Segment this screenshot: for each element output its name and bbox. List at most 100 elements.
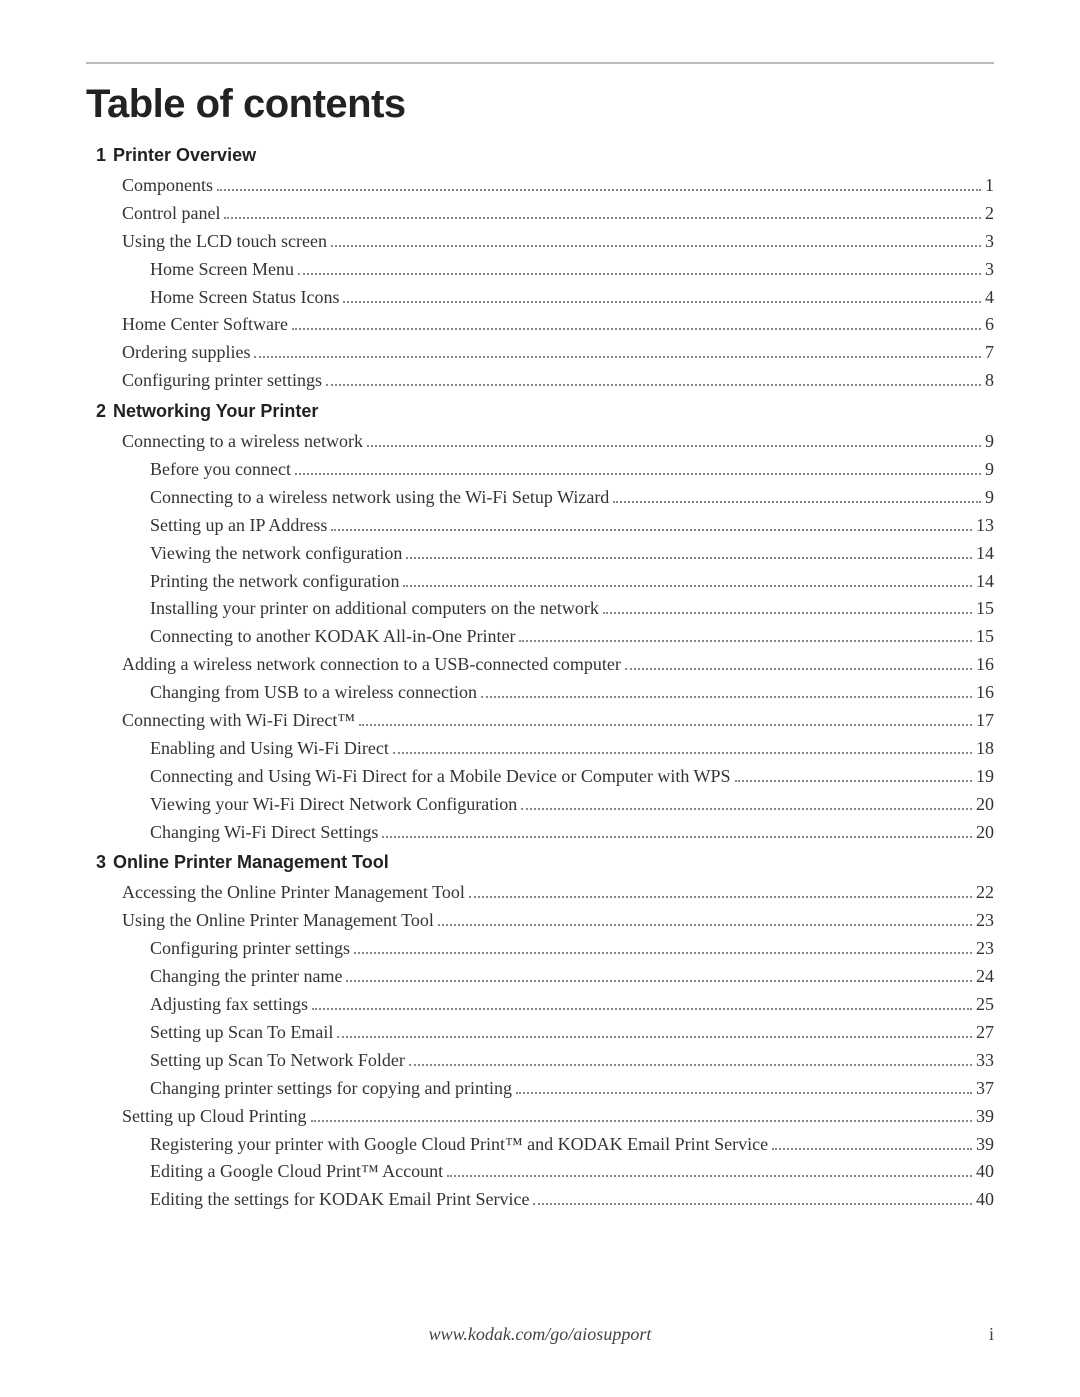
toc-entry-label: Components [122, 172, 213, 200]
toc-entry-page: 23 [976, 935, 994, 963]
toc-entry-page: 23 [976, 907, 994, 935]
toc-entry-label: Changing from USB to a wireless connecti… [150, 679, 477, 707]
toc-dot-leader [438, 910, 972, 926]
toc-entry[interactable]: Using the LCD touch screen3 [86, 228, 994, 256]
toc-entry-label: Connecting to a wireless network [122, 428, 363, 456]
toc-entry-page: 9 [985, 484, 994, 512]
toc-entry-page: 18 [976, 735, 994, 763]
toc-dot-leader [326, 370, 981, 386]
toc-entry[interactable]: Ordering supplies 7 [86, 339, 994, 367]
toc-entry[interactable]: Control panel 2 [86, 200, 994, 228]
toc-dot-leader [735, 766, 972, 782]
toc-dot-leader [521, 794, 972, 810]
toc-entry[interactable]: Connecting and Using Wi-Fi Direct for a … [86, 763, 994, 791]
toc-entry-page: 14 [976, 568, 994, 596]
section-number: 1 [86, 145, 106, 166]
toc-entry[interactable]: Editing a Google Cloud Print™ Account40 [86, 1158, 994, 1186]
toc-entry[interactable]: Setting up Scan To Email27 [86, 1019, 994, 1047]
toc-entry[interactable]: Setting up Cloud Printing39 [86, 1103, 994, 1131]
toc-entry-page: 27 [976, 1019, 994, 1047]
toc-entry-page: 40 [976, 1186, 994, 1214]
toc-dot-leader [393, 738, 972, 754]
toc-entry-page: 39 [976, 1103, 994, 1131]
toc-dot-leader [469, 882, 972, 898]
toc-entry-label: Accessing the Online Printer Management … [122, 879, 465, 907]
toc-entry[interactable]: Connecting with Wi-Fi Direct™17 [86, 707, 994, 735]
toc-entry[interactable]: Installing your printer on additional co… [86, 595, 994, 623]
toc-dot-leader [603, 598, 972, 614]
toc-entry[interactable]: Home Screen Menu3 [86, 256, 994, 284]
toc-entry-label: Changing the printer name [150, 963, 342, 991]
toc-dot-leader [406, 543, 972, 559]
toc-entry-label: Adding a wireless network connection to … [122, 651, 621, 679]
toc-entry-page: 24 [976, 963, 994, 991]
toc-entry-label: Enabling and Using Wi-Fi Direct [150, 735, 389, 763]
toc-dot-leader [403, 570, 972, 586]
toc-entry[interactable]: Connecting to a wireless network using t… [86, 484, 994, 512]
toc-dot-leader [354, 938, 972, 954]
toc-dot-leader [298, 258, 981, 274]
toc-entry[interactable]: Changing Wi-Fi Direct Settings20 [86, 819, 994, 847]
toc-dot-leader [625, 654, 972, 670]
toc-entry-page: 9 [985, 428, 994, 456]
toc-dot-leader [447, 1161, 972, 1177]
toc-entry-page: 13 [976, 512, 994, 540]
toc-entry-page: 19 [976, 763, 994, 791]
toc-dot-leader [343, 286, 981, 302]
toc-dot-leader [224, 203, 981, 219]
section-heading: 1 Printer Overview [86, 145, 994, 166]
toc-entry-page: 15 [976, 623, 994, 651]
toc-entry[interactable]: Setting up Scan To Network Folder33 [86, 1047, 994, 1075]
toc-entry[interactable]: Setting up an IP Address 13 [86, 512, 994, 540]
toc-entry[interactable]: Connecting to a wireless network 9 [86, 428, 994, 456]
toc-entry-label: Control panel [122, 200, 220, 228]
toc-entry[interactable]: Components1 [86, 172, 994, 200]
section-title: Printer Overview [113, 145, 256, 165]
toc-entry[interactable]: Viewing the network configuration14 [86, 540, 994, 568]
toc-entry[interactable]: Accessing the Online Printer Management … [86, 879, 994, 907]
toc-entry[interactable]: Changing the printer name 24 [86, 963, 994, 991]
toc-entry-label: Setting up an IP Address [150, 512, 327, 540]
toc-entry-label: Printing the network configuration [150, 568, 399, 596]
toc-entry-label: Registering your printer with Google Clo… [150, 1131, 768, 1159]
toc-entry[interactable]: Viewing your Wi-Fi Direct Network Config… [86, 791, 994, 819]
toc-entry-label: Editing a Google Cloud Print™ Account [150, 1158, 443, 1186]
toc-entry-label: Viewing the network configuration [150, 540, 402, 568]
toc-entry-label: Home Center Software [122, 311, 288, 339]
toc-entry[interactable]: Home Center Software6 [86, 311, 994, 339]
toc-entry[interactable]: Configuring printer settings23 [86, 935, 994, 963]
toc-entry-page: 2 [985, 200, 994, 228]
toc-dot-leader [519, 626, 972, 642]
toc-entry-page: 3 [985, 228, 994, 256]
toc-entry[interactable]: Editing the settings for KODAK Email Pri… [86, 1186, 994, 1214]
toc-entry[interactable]: Configuring printer settings8 [86, 367, 994, 395]
toc-entry-label: Ordering supplies [122, 339, 250, 367]
toc-dot-leader [292, 314, 981, 330]
toc-entry-page: 9 [985, 456, 994, 484]
toc-entry-page: 8 [985, 367, 994, 395]
toc-entry[interactable]: Connecting to another KODAK All-in-One P… [86, 623, 994, 651]
toc-container: 1 Printer OverviewComponents1Control pan… [86, 145, 994, 1214]
section-title: Online Printer Management Tool [113, 852, 389, 872]
section-heading: 2 Networking Your Printer [86, 401, 994, 422]
toc-entry[interactable]: Enabling and Using Wi-Fi Direct 18 [86, 735, 994, 763]
toc-dot-leader [217, 175, 981, 191]
toc-entry[interactable]: Registering your printer with Google Clo… [86, 1131, 994, 1159]
toc-entry[interactable]: Changing from USB to a wireless connecti… [86, 679, 994, 707]
toc-entry-page: 20 [976, 819, 994, 847]
toc-entry-page: 7 [985, 339, 994, 367]
toc-dot-leader [367, 431, 981, 447]
toc-entry-page: 33 [976, 1047, 994, 1075]
toc-entry[interactable]: Before you connect9 [86, 456, 994, 484]
toc-entry-page: 16 [976, 679, 994, 707]
toc-entry-page: 4 [985, 284, 994, 312]
toc-entry[interactable]: Using the Online Printer Management Tool… [86, 907, 994, 935]
toc-entry[interactable]: Adding a wireless network connection to … [86, 651, 994, 679]
toc-entry[interactable]: Changing printer settings for copying an… [86, 1075, 994, 1103]
toc-entry-label: Home Screen Menu [150, 256, 294, 284]
toc-entry[interactable]: Home Screen Status Icons4 [86, 284, 994, 312]
toc-entry[interactable]: Adjusting fax settings25 [86, 991, 994, 1019]
toc-entry[interactable]: Printing the network configuration 14 [86, 568, 994, 596]
toc-dot-leader [337, 1022, 972, 1038]
toc-entry-label: Using the Online Printer Management Tool [122, 907, 434, 935]
